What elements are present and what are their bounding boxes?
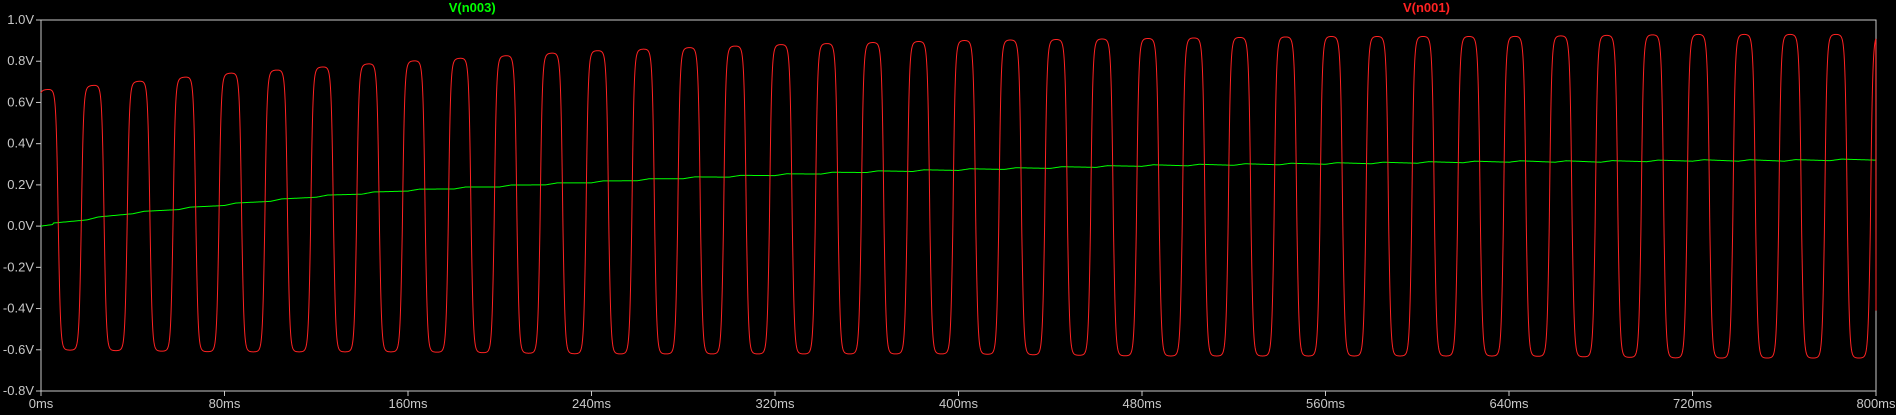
y-tick-label: 0.2V	[7, 177, 34, 192]
x-tick-label: 240ms	[572, 396, 612, 411]
y-axis-ticks: 1.0V 0.8V 0.6V 0.4V 0.2V 0.0V -0.2V -0.4V -0.6V -…	[3, 12, 41, 398]
x-tick-label: 80ms	[209, 396, 241, 411]
y-tick-label: -0.2V	[3, 259, 34, 274]
x-tick-label: 560ms	[1306, 396, 1346, 411]
y-tick-label: 1.0V	[7, 12, 34, 27]
legend-label-v-n003: V(n003)	[449, 0, 496, 15]
y-tick-label: 0.8V	[7, 53, 34, 68]
y-tick-label: -0.6V	[3, 342, 34, 357]
legend: V(n003) V(n001)	[449, 0, 1450, 15]
trace-v-n003[interactable]	[40, 158, 1877, 227]
trace-v-n001[interactable]	[40, 33, 1877, 359]
y-tick-label: -0.8V	[3, 383, 34, 398]
x-tick-label: 400ms	[939, 396, 979, 411]
y-tick-label: 0.6V	[7, 94, 34, 109]
y-tick-label: 0.0V	[7, 218, 34, 233]
x-tick-label: 640ms	[1489, 396, 1529, 411]
x-tick-label: 720ms	[1673, 396, 1713, 411]
traces[interactable]	[40, 33, 1877, 359]
x-tick-label: 160ms	[388, 396, 428, 411]
x-tick-label: 480ms	[1122, 396, 1162, 411]
y-tick-label: 0.4V	[7, 136, 34, 151]
y-tick-label: -0.4V	[3, 301, 34, 316]
x-axis-ticks: 0ms 80ms 160ms 240ms 320ms 400ms 480ms 560ms 640…	[29, 391, 1896, 411]
legend-label-v-n001: V(n001)	[1403, 0, 1450, 15]
x-tick-label: 0ms	[29, 396, 54, 411]
x-tick-label: 800ms	[1856, 396, 1896, 411]
x-tick-label: 320ms	[755, 396, 795, 411]
